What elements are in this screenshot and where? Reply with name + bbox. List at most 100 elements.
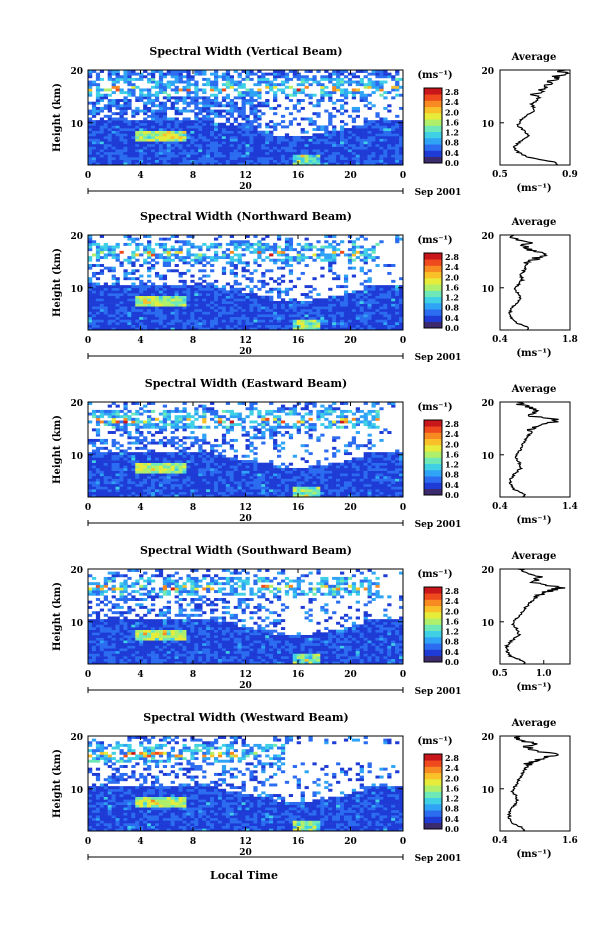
heatmap-cell	[375, 154, 380, 158]
heatmap-cell	[135, 242, 140, 246]
heatmap-cell	[127, 125, 132, 129]
heatmap-cell	[107, 415, 112, 419]
heatmap-cell	[182, 157, 187, 161]
heatmap-cell	[143, 460, 148, 463]
heatmap-cell	[399, 149, 404, 153]
heatmap-cell	[198, 311, 203, 315]
heatmap-cell	[99, 327, 105, 331]
heatmap-cell	[147, 250, 152, 254]
heatmap-cell	[284, 80, 290, 84]
heatmap-cell	[367, 149, 372, 153]
heatmap-cell	[253, 130, 258, 134]
heatmap-cell	[225, 300, 231, 304]
heatmap-cell	[88, 420, 93, 424]
heatmap-cell	[280, 91, 286, 95]
heatmap-cell	[399, 151, 404, 155]
heatmap-cell	[190, 258, 195, 262]
heatmap-cell	[103, 120, 108, 124]
heatmap-cell	[217, 306, 223, 310]
heatmap-cell	[320, 77, 325, 81]
heatmap-cell	[343, 277, 349, 281]
heatmap-cell	[363, 303, 368, 307]
heatmap-cell	[135, 470, 140, 474]
heatmap-cell	[151, 300, 156, 304]
heatmap-cell	[99, 122, 105, 126]
heatmap-cell	[340, 104, 345, 108]
heatmap-cell	[284, 151, 290, 155]
heatmap-cell	[103, 467, 108, 471]
heatmap-cell	[217, 470, 223, 474]
heatmap-cell	[99, 256, 105, 260]
heatmap-cell	[194, 303, 199, 307]
heatmap-cell	[202, 159, 207, 163]
heatmap-cell	[186, 269, 191, 273]
heatmap-cell	[135, 467, 140, 471]
heatmap-cell	[336, 327, 341, 331]
heatmap-cell	[359, 91, 364, 95]
heatmap-cell	[210, 295, 215, 299]
heatmap-cell	[139, 72, 144, 76]
heatmap-cell	[174, 420, 179, 424]
heatmap-cell	[154, 417, 160, 421]
heatmap-cell	[308, 157, 313, 161]
heatmap-cell	[355, 80, 360, 84]
heatmap-cell	[284, 135, 290, 139]
heatmap-cell	[198, 446, 203, 450]
heatmap-cell	[399, 77, 404, 81]
heatmap-cell	[367, 141, 372, 145]
heatmap-cell	[221, 138, 227, 142]
heatmap-cell	[166, 237, 171, 241]
heatmap-cell	[217, 290, 223, 294]
heatmap-cell	[151, 494, 156, 498]
heatmap-cell	[273, 311, 278, 315]
heatmap-cell	[210, 407, 215, 411]
heatmap-cell	[162, 287, 168, 291]
heatmap-cell	[99, 311, 105, 315]
heatmap-cell	[162, 96, 168, 100]
heatmap-cell	[182, 96, 187, 100]
heatmap-cell	[300, 253, 305, 257]
heatmap-cell	[292, 106, 297, 110]
heatmap-cell	[269, 311, 274, 315]
heatmap-cell	[300, 99, 305, 102]
heatmap-cell	[107, 135, 112, 139]
heatmap-cell	[194, 112, 199, 116]
heatmap-cell	[198, 253, 203, 257]
heatmap-cell	[194, 290, 199, 294]
heatmap-cell	[304, 295, 309, 299]
heatmap-cell	[221, 135, 227, 139]
heatmap-cell	[225, 256, 231, 260]
heatmap-cell	[178, 494, 183, 498]
heatmap-cell	[363, 159, 368, 163]
heatmap-cell	[324, 324, 329, 328]
heatmap-cell	[91, 467, 97, 471]
heatmap-cell	[241, 151, 246, 155]
heatmap-cell	[127, 431, 132, 434]
heatmap-cell	[233, 96, 238, 100]
heatmap-cell	[280, 70, 286, 73]
heatmap-cell	[316, 240, 321, 244]
heatmap-cell	[371, 72, 376, 76]
heatmap-cell	[170, 444, 175, 448]
heatmap-cell	[202, 409, 207, 413]
heatmap-cell	[221, 104, 227, 108]
heatmap-cell	[91, 327, 97, 331]
heatmap-cell	[143, 128, 148, 131]
heatmap-cell	[91, 114, 97, 118]
heatmap-cell	[119, 130, 124, 134]
heatmap-cell	[233, 70, 238, 73]
heatmap-cell	[139, 311, 144, 315]
heatmap-cell	[151, 122, 156, 126]
heatmap-cell	[379, 146, 384, 150]
heatmap-cell	[355, 146, 360, 150]
heatmap-cell	[277, 162, 282, 166]
heatmap-cell	[340, 128, 345, 131]
heatmap-cell	[151, 128, 156, 131]
heatmap-cell	[174, 460, 179, 463]
heatmap-cell	[162, 483, 168, 487]
heatmap-cell	[320, 253, 325, 257]
heatmap-cell	[147, 120, 152, 124]
heatmap-cell	[379, 303, 384, 307]
heatmap-cell	[174, 101, 179, 105]
heatmap-cell	[328, 151, 333, 155]
